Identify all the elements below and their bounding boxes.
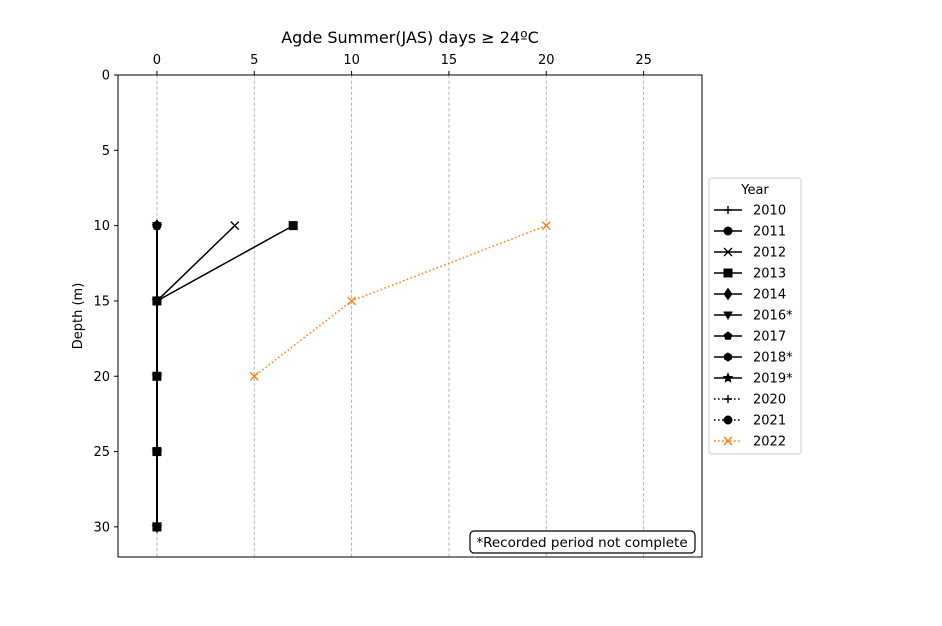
data-point xyxy=(152,221,162,231)
data-point xyxy=(288,221,298,231)
data-point xyxy=(249,371,259,381)
series-line xyxy=(156,224,294,527)
data-point xyxy=(230,221,240,231)
x-tick-label: 0 xyxy=(153,53,161,68)
x-tick-label: 15 xyxy=(441,53,458,68)
x-tick-label: 5 xyxy=(250,53,258,68)
y-tick-label: 10 xyxy=(93,219,110,234)
y-tick-label: 0 xyxy=(102,69,110,84)
x-tick-label: 25 xyxy=(635,53,652,68)
data-point xyxy=(152,371,162,381)
legend-marker xyxy=(723,331,733,340)
legend-label: 2019* xyxy=(753,372,793,387)
legend-label: 2013 xyxy=(753,267,786,282)
series-2013 xyxy=(152,221,298,532)
legend-label: 2014 xyxy=(753,288,786,303)
data-point xyxy=(347,296,357,306)
legend-item: 2013 xyxy=(714,267,786,282)
y-axis-label: Depth (m) xyxy=(71,283,86,350)
legend-label: 2021 xyxy=(753,414,786,429)
series-2022 xyxy=(249,221,551,381)
legend-item: 2017 xyxy=(714,330,786,345)
legend-label: 2011 xyxy=(753,225,786,240)
legend-marker xyxy=(724,395,732,403)
y-axis: 0 5 10 15 20 25 30 xyxy=(93,69,118,535)
legend-label: 2010 xyxy=(753,204,786,219)
legend-title: Year xyxy=(740,183,769,198)
legend-item: 2011 xyxy=(714,225,786,240)
y-tick-label: 15 xyxy=(93,294,110,309)
legend-marker xyxy=(724,352,732,362)
legend-marker xyxy=(723,226,733,236)
legend-marker xyxy=(723,247,733,257)
legend-item: 2019* xyxy=(714,372,793,387)
series-2021 xyxy=(152,221,162,532)
legend-item: 2022 xyxy=(714,435,786,450)
legend-item: 2016* xyxy=(714,309,793,324)
legend-item: 2018* xyxy=(714,351,793,366)
legend-marker xyxy=(723,436,733,446)
legend: Year 201020112012201320142016*20172018*2… xyxy=(708,177,802,455)
y-tick-label: 20 xyxy=(93,370,110,385)
chart-title: Agde Summer(JAS) days ≥ 24ºC xyxy=(281,28,539,47)
series-line xyxy=(156,225,236,527)
legend-marker xyxy=(722,372,734,383)
legend-marker xyxy=(723,415,733,425)
legend-frame xyxy=(708,177,802,455)
legend-marker xyxy=(723,311,733,321)
x-tick-label: 20 xyxy=(538,53,555,68)
annotation-text: *Recorded period not complete xyxy=(476,535,687,551)
y-tick-label: 30 xyxy=(93,520,110,535)
y-tick-label: 5 xyxy=(102,144,110,159)
legend-items: 2010 2011 2012 2013 2014 2016* 2017 2018* 2019* 2… xyxy=(714,204,793,450)
legend-label: 2016* xyxy=(753,309,793,324)
legend-item: 2010 xyxy=(714,204,786,219)
legend-label: 2012 xyxy=(753,246,786,261)
data-point xyxy=(541,221,551,231)
legend-item: 2021 xyxy=(714,414,786,429)
legend-marker xyxy=(723,268,733,278)
series-2012 xyxy=(152,221,240,532)
legend-marker xyxy=(723,287,733,301)
data-point xyxy=(152,522,162,532)
legend-item: 2020 xyxy=(714,393,786,408)
series-layer xyxy=(151,219,551,534)
data-point xyxy=(152,447,162,457)
series-line xyxy=(253,224,547,377)
legend-label: 2022 xyxy=(753,435,786,450)
x-tick-label: 10 xyxy=(343,53,360,68)
legend-label: 2020 xyxy=(753,393,786,408)
legend-item: 2012 xyxy=(714,246,786,261)
x-axis: 0 5 10 15 20 25 xyxy=(153,53,652,75)
plot-frame xyxy=(117,74,703,558)
legend-item: 2014 xyxy=(714,288,786,303)
legend-label: 2018* xyxy=(753,351,793,366)
annotation-box: *Recorded period not complete xyxy=(469,530,696,554)
legend-marker xyxy=(724,206,732,214)
data-point xyxy=(152,296,162,306)
y-tick-label: 25 xyxy=(93,445,110,460)
legend-label: 2017 xyxy=(753,330,786,345)
grid-lines xyxy=(156,75,645,557)
